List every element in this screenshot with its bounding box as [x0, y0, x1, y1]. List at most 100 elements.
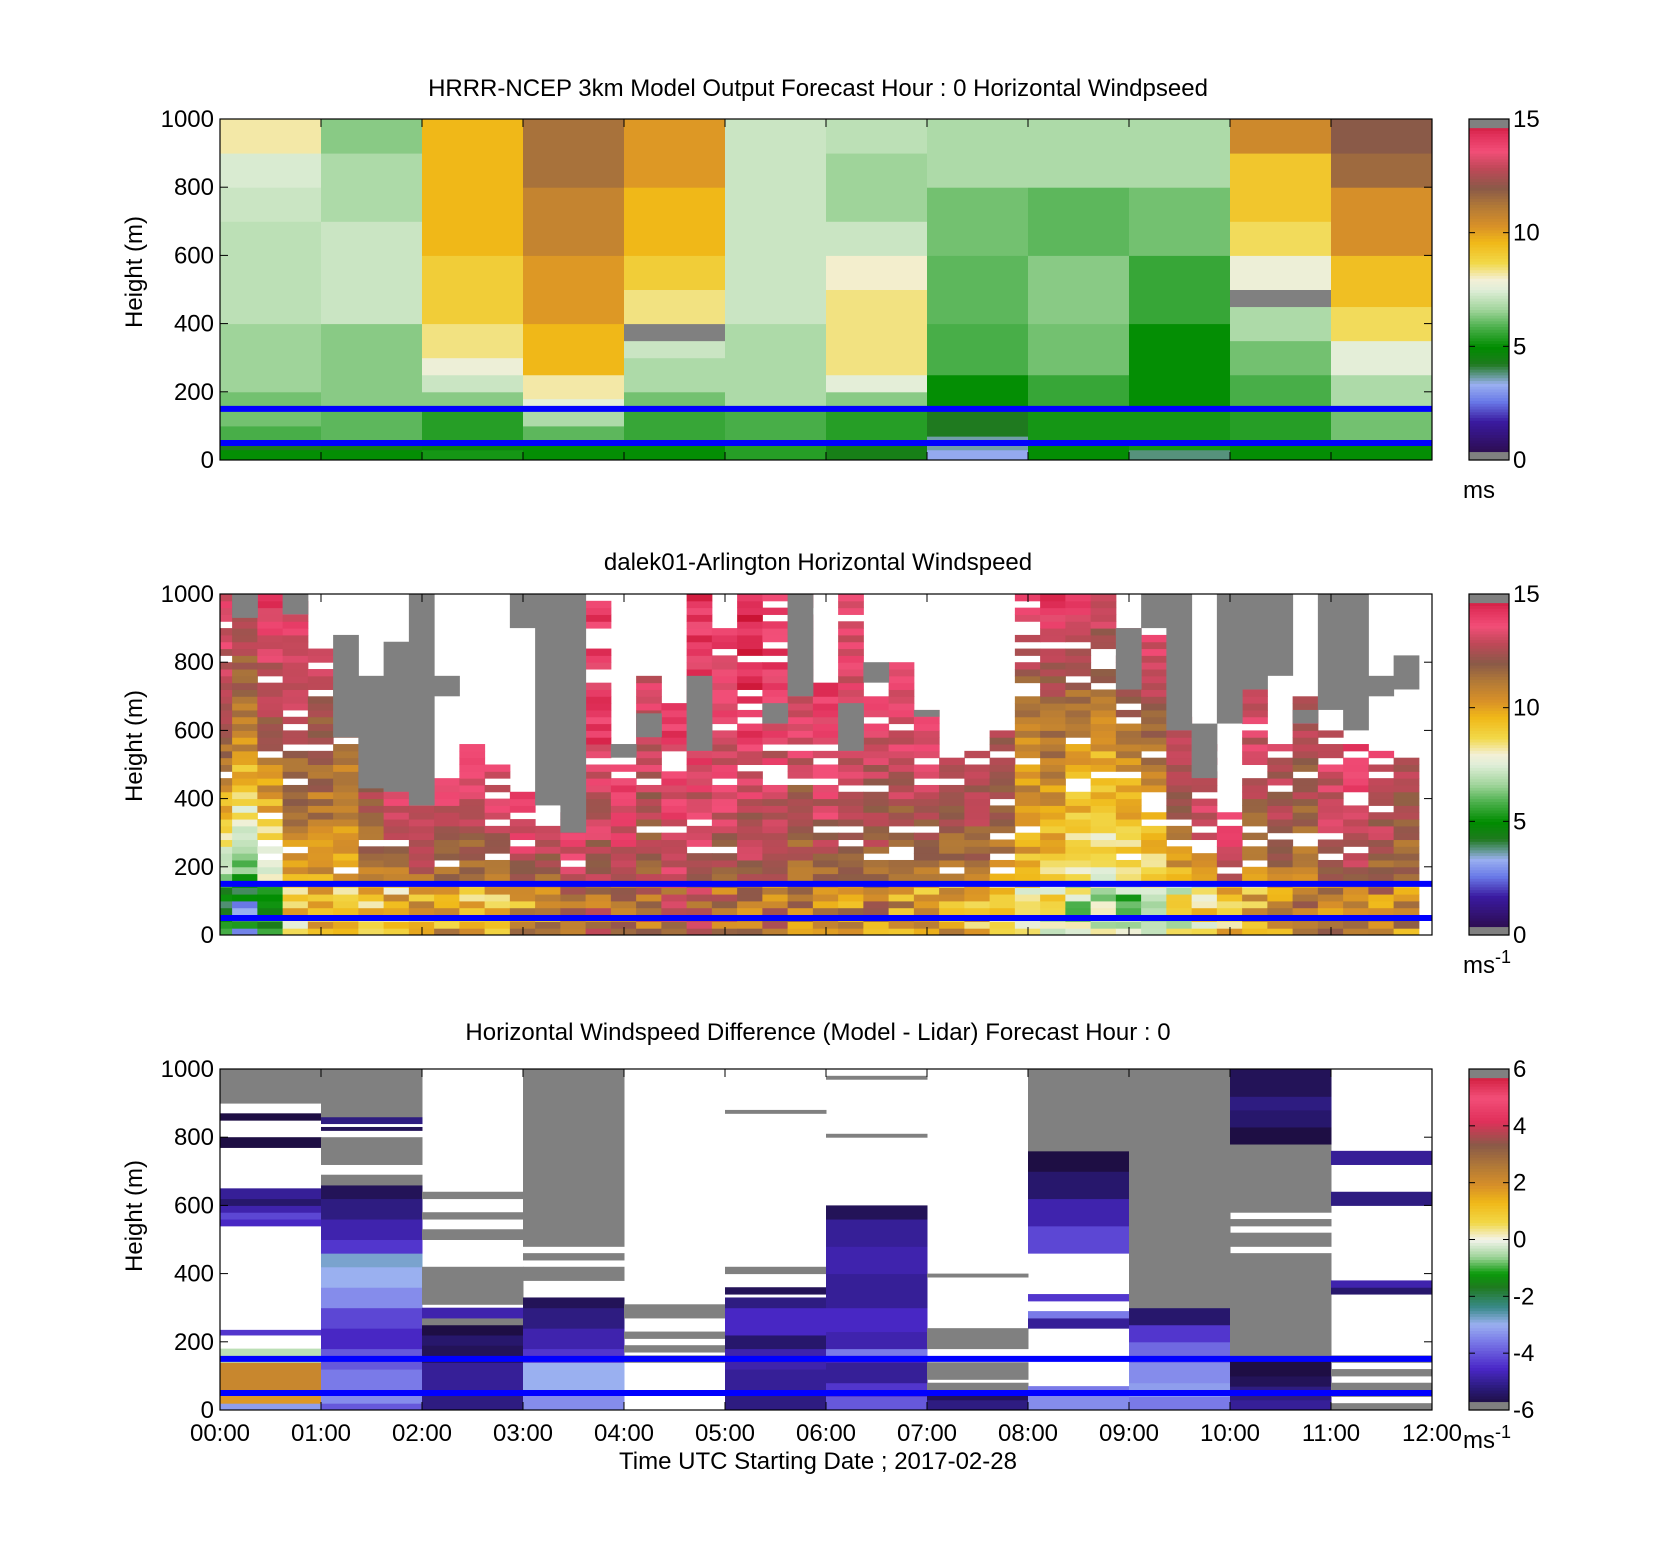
heatmap-cell [585, 607, 612, 615]
colorbar-swatch [1469, 690, 1509, 695]
heatmap-cell [535, 921, 561, 929]
colorbar-swatch [1469, 1159, 1509, 1164]
colorbar-swatch [1469, 622, 1509, 626]
heatmap-cell [220, 894, 233, 902]
heatmap-cell [964, 846, 991, 854]
heatmap-cell [964, 812, 991, 820]
colorbar-swatch [1469, 1341, 1509, 1346]
heatmap-cell [484, 805, 511, 813]
y-tick-label: 400 [174, 311, 214, 338]
heatmap-cell [1065, 900, 1092, 909]
heatmap-cell [737, 791, 763, 800]
heatmap-cell [838, 641, 864, 650]
heatmap-cell [1191, 812, 1218, 820]
colorbar-swatch [1469, 1358, 1509, 1363]
heatmap-cell [826, 153, 928, 222]
heatmap-cell [1166, 791, 1193, 800]
heatmap-cell [408, 900, 435, 909]
colorbar-swatch [1469, 1353, 1509, 1357]
heatmap-cell [307, 805, 334, 813]
heatmap-cell [220, 757, 233, 765]
heatmap-cell [624, 323, 726, 342]
heatmap-cell [838, 607, 864, 615]
colorbar-swatch [1469, 1378, 1509, 1383]
heatmap-cell [1040, 798, 1066, 806]
heatmap-cell [523, 408, 625, 427]
heatmap-cell [1368, 853, 1395, 861]
heatmap-cell [459, 825, 486, 834]
heatmap-cell [422, 1266, 524, 1305]
colorbar-swatch [1469, 172, 1509, 177]
heatmap-cell [636, 757, 662, 765]
heatmap-cell [725, 1109, 827, 1114]
colorbar-swatch [1469, 1211, 1509, 1215]
heatmap-cell [232, 859, 258, 868]
heatmap-cell [1040, 682, 1066, 690]
heatmap-cell [826, 1348, 928, 1356]
heatmap-cell [737, 628, 763, 636]
heatmap-cell [686, 607, 713, 615]
colorbar-swatch [1469, 158, 1509, 163]
heatmap-cell [888, 737, 915, 745]
colorbar-swatch [1469, 773, 1509, 777]
colorbar-swatch [1469, 1205, 1509, 1209]
heatmap-cell [358, 921, 385, 929]
colorbar-swatch [1469, 716, 1509, 720]
nodata-cell [434, 675, 460, 697]
heatmap-cell [863, 764, 890, 772]
colorbar-swatch [1469, 391, 1509, 396]
heatmap-cell [1090, 634, 1117, 643]
heatmap-cell [1166, 873, 1193, 881]
heatmap-cell [220, 744, 233, 752]
heatmap-cell [459, 757, 486, 765]
heatmap-cell [661, 832, 688, 841]
colorbar-swatch [1469, 244, 1509, 248]
heatmap-cell [913, 839, 940, 847]
heatmap-cell [1028, 1150, 1130, 1172]
colorbar-swatch [1469, 744, 1509, 749]
heatmap-cell [1040, 662, 1066, 670]
heatmap-cell [585, 703, 612, 711]
heatmap-cell [1292, 744, 1319, 752]
heatmap-cell [737, 805, 763, 813]
heatmap-cell [1014, 703, 1041, 711]
heatmap-cell [1216, 839, 1243, 847]
colorbar-swatch [1469, 286, 1509, 291]
heatmap-cell [1090, 730, 1117, 738]
heatmap-cell [711, 887, 738, 895]
heatmap-cell [232, 648, 258, 656]
heatmap-cell [1292, 812, 1319, 820]
heatmap-cell [838, 696, 864, 704]
colorbar-swatch [1469, 662, 1509, 666]
heatmap-cell [232, 853, 258, 861]
heatmap-cell [1166, 859, 1193, 868]
nodata-cell [358, 675, 385, 789]
colorbar-swatch [1469, 417, 1509, 421]
heatmap-cell [220, 594, 233, 602]
heatmap-cell [257, 825, 284, 834]
heatmap-cell [686, 873, 713, 881]
heatmap-cell [1317, 805, 1344, 813]
heatmap-cell [624, 408, 726, 444]
colorbar-swatch [1469, 181, 1509, 185]
heatmap-cell [863, 887, 890, 895]
colorbar-swatch [1469, 818, 1509, 822]
colorbar-swatch [1469, 235, 1509, 239]
heatmap-cell [989, 887, 1016, 895]
heatmap-cell [1230, 1399, 1332, 1411]
heatmap-cell [1014, 662, 1041, 670]
heatmap-cell [585, 778, 612, 786]
heatmap-cell [1115, 859, 1142, 868]
heatmap-cell [523, 425, 625, 444]
heatmap-cell [1129, 323, 1231, 410]
heatmap-cell [1090, 853, 1117, 861]
nodata-cell [282, 594, 309, 615]
colorbar-swatch [1469, 1367, 1509, 1371]
nodata-cell [1191, 723, 1218, 779]
heatmap-cell [939, 928, 965, 936]
heatmap-cell [422, 357, 524, 376]
colorbar-unit: ms [1463, 477, 1495, 504]
heatmap-cell [725, 1369, 827, 1391]
heatmap-cell [686, 757, 713, 765]
